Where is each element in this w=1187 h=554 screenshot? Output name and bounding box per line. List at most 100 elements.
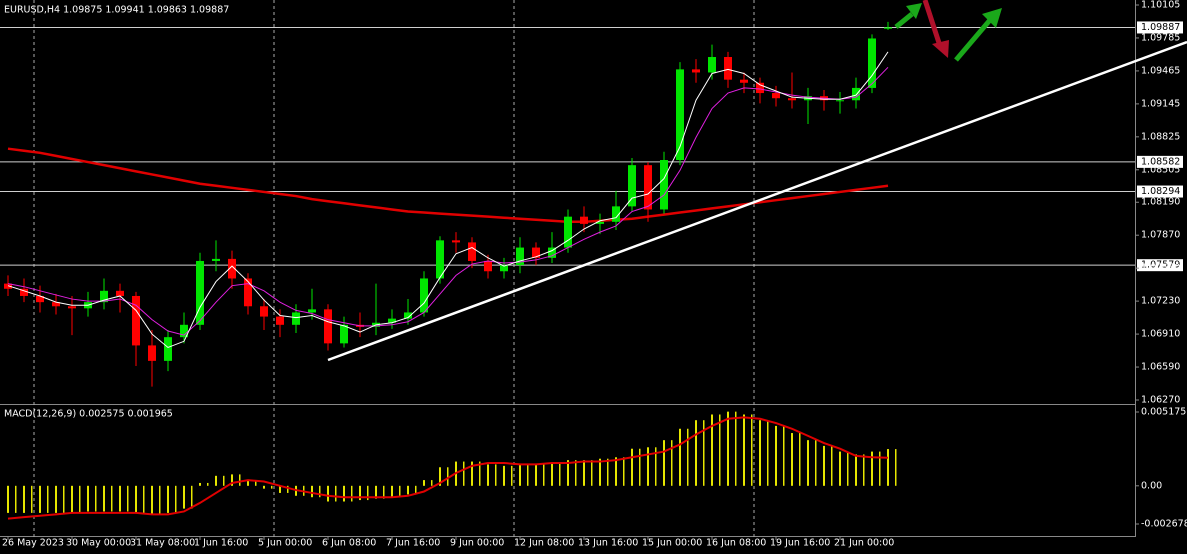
candle-body: [532, 247, 540, 258]
level-label-box: [1137, 21, 1183, 34]
line-series: [7, 51, 889, 349]
histogram-bar-half: [447, 467, 449, 486]
histogram-bar: [503, 465, 505, 486]
histogram-bar-half: [399, 485, 401, 498]
histogram-bar-half: [63, 485, 65, 513]
candle-body: [420, 278, 428, 313]
candle-body: [180, 324, 188, 338]
candle-body: [116, 290, 124, 296]
histogram-bar-half: [159, 485, 161, 515]
histogram-bar: [423, 480, 425, 486]
histogram-bar-half: [15, 485, 17, 513]
histogram-bar-half: [207, 482, 209, 486]
histogram-bar-half: [223, 475, 225, 486]
candle-body: [564, 216, 572, 248]
histogram-bar-half: [543, 464, 545, 486]
candle-body: [244, 278, 252, 307]
y-tick-label: 1.06270: [1141, 395, 1180, 406]
x-tick-label: 12 Jun 08:00: [514, 538, 574, 549]
candle-body: [276, 316, 284, 325]
histogram-bar-half: [591, 460, 593, 486]
x-tick-label: 26 May 2023: [2, 538, 64, 549]
x-tick-label: 30 May 00:00: [66, 538, 131, 549]
candle-body: [292, 312, 300, 325]
candle-body: [484, 260, 492, 272]
level-label: 1.09887: [1141, 22, 1180, 33]
histogram-bar-half: [527, 464, 529, 486]
histogram-bar: [519, 464, 521, 486]
histogram-bar: [759, 420, 761, 486]
histogram-bar-half: [479, 461, 481, 486]
histogram-bar: [647, 447, 649, 486]
histogram-bar-half: [31, 485, 33, 513]
histogram-bar: [151, 485, 153, 515]
y-tick-label: 1.09145: [1141, 98, 1180, 109]
histogram-bar: [711, 414, 713, 486]
candle-body: [836, 100, 844, 102]
y-tick-label: 1.08505: [1141, 164, 1180, 175]
histogram-bar-half: [351, 485, 353, 502]
candle-body: [852, 87, 860, 101]
histogram-bar: [775, 425, 777, 486]
histogram-bar-half: [751, 414, 753, 486]
histogram-bar-half: [831, 445, 833, 486]
histogram-bar: [663, 440, 665, 486]
level-label: 1.08582: [1141, 156, 1180, 167]
histogram-bar: [599, 458, 601, 486]
trendline: [327, 40, 1187, 362]
x-tick-label: 6 Jun 08:00: [322, 538, 376, 549]
candle-body: [20, 288, 28, 296]
histogram-bar: [375, 485, 377, 499]
histogram-bar-half: [703, 420, 705, 486]
histogram-bar-half: [639, 448, 641, 486]
histogram-bar-half: [111, 485, 113, 512]
candle-body: [676, 69, 684, 161]
histogram-bar-half: [143, 485, 145, 513]
candle-body: [756, 82, 764, 94]
histogram-bar: [471, 461, 473, 486]
histogram-bar-half: [607, 458, 609, 486]
histogram-bar-half: [671, 440, 673, 486]
y-tick-label: 1.06910: [1141, 329, 1180, 340]
histogram-bar-half: [463, 461, 465, 486]
y-tick-label: 0.005175: [1141, 407, 1186, 418]
histogram-bar-half: [415, 485, 417, 495]
histogram-bar: [263, 485, 265, 489]
candle-body: [452, 240, 460, 243]
histogram-bar-half: [383, 485, 385, 499]
level-label-box: [1137, 155, 1183, 168]
histogram-bar: [7, 485, 9, 513]
candle-body: [596, 221, 604, 224]
histogram-bar-half: [127, 485, 129, 512]
candle-body: [500, 265, 508, 272]
x-tick-label: 31 May 08:00: [130, 538, 195, 549]
candle-body: [340, 324, 348, 344]
histogram-bar: [391, 485, 393, 498]
y-tick-label: 1.08190: [1141, 197, 1180, 208]
arrow-down: [922, 0, 949, 58]
y-tick-label: 1.09465: [1141, 65, 1180, 76]
histogram-bar-half: [47, 485, 49, 513]
histogram-bar: [359, 485, 361, 501]
y-tick-label: 1.08825: [1141, 131, 1180, 142]
x-tick-label: 15 Jun 00:00: [642, 538, 702, 549]
arrow-up: [894, 3, 922, 29]
candle-body: [884, 27, 892, 29]
histogram-bar: [727, 411, 729, 486]
candle-body: [692, 69, 700, 73]
candle-body: [404, 312, 412, 319]
y-tick-label: 1.07230: [1141, 296, 1180, 307]
histogram-bar-half: [783, 425, 785, 486]
histogram-bar: [135, 485, 137, 513]
histogram-bar: [167, 485, 169, 513]
histogram-bar: [183, 485, 185, 509]
histogram-bar: [199, 482, 201, 486]
arrow-up-2: [954, 8, 1002, 62]
candle-body: [788, 98, 796, 101]
histogram-bar-half: [575, 460, 577, 486]
histogram-bar-half: [79, 485, 81, 513]
histogram-bar-half: [495, 464, 497, 486]
histogram-bar-half: [271, 485, 273, 489]
candle-body: [772, 93, 780, 99]
